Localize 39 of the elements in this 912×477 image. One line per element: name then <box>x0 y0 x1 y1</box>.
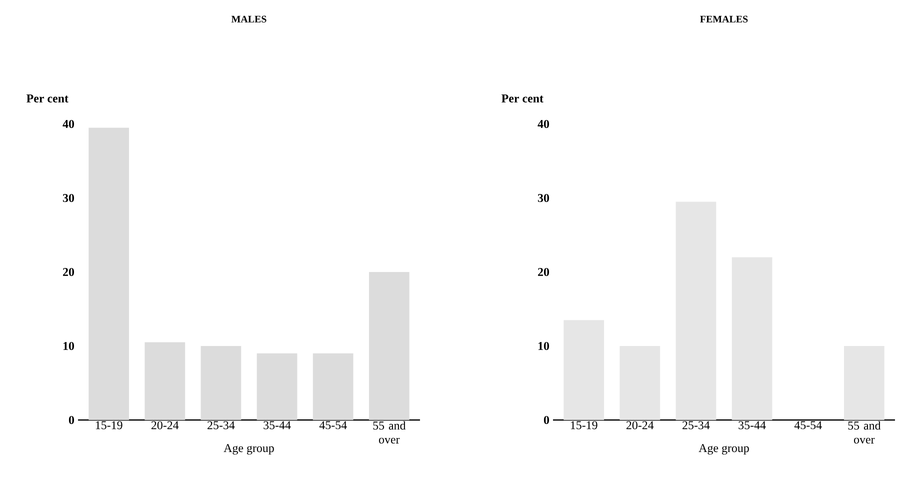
y-tick-label: 20 <box>538 268 550 276</box>
x-tick-label: 55 and over <box>848 421 881 444</box>
x-tick-label: 35-44 <box>738 421 766 430</box>
y-tick-label: 30 <box>538 194 550 202</box>
x-axis-title: Age group <box>224 444 274 455</box>
x-tick-label: 35-44 <box>264 421 291 430</box>
x-tick-label: 45-54 <box>319 421 347 430</box>
bar <box>676 202 716 420</box>
y-tick-label: 0 <box>68 416 74 424</box>
x-tick-label: 25-34 <box>682 421 710 430</box>
y-tick-label: 40 <box>62 120 74 128</box>
bar <box>144 342 186 420</box>
bar <box>88 128 130 420</box>
x-axis-title: Age group <box>698 444 749 455</box>
x-tick-label: 15-19 <box>570 421 598 430</box>
y-axis-title: Per cent <box>502 94 544 102</box>
x-tick-label: 55 and over <box>373 421 406 444</box>
y-tick-label: 30 <box>62 194 74 202</box>
x-tick-label: 20-24 <box>626 421 654 430</box>
chart-title: MALES <box>231 16 266 22</box>
x-tick-label: 20-24 <box>151 421 179 430</box>
y-axis-title: Per cent <box>26 94 68 102</box>
chart-title: FEMALES <box>700 16 748 22</box>
bar <box>620 346 660 420</box>
x-tick-label: 45-54 <box>794 421 822 430</box>
bar <box>732 257 772 420</box>
x-tick-label: 15-19 <box>96 421 122 430</box>
bar <box>200 346 242 420</box>
y-tick-label: 40 <box>538 120 550 128</box>
y-tick-label: 20 <box>63 268 74 276</box>
y-tick-label: 0 <box>544 416 550 424</box>
y-tick-label: 10 <box>538 342 550 350</box>
bar <box>844 346 884 420</box>
bar <box>256 353 298 420</box>
bar <box>564 320 604 420</box>
bar <box>312 353 354 420</box>
bar <box>368 272 410 420</box>
x-tick-label: 25-34 <box>208 421 235 430</box>
y-tick-label: 10 <box>63 342 74 350</box>
